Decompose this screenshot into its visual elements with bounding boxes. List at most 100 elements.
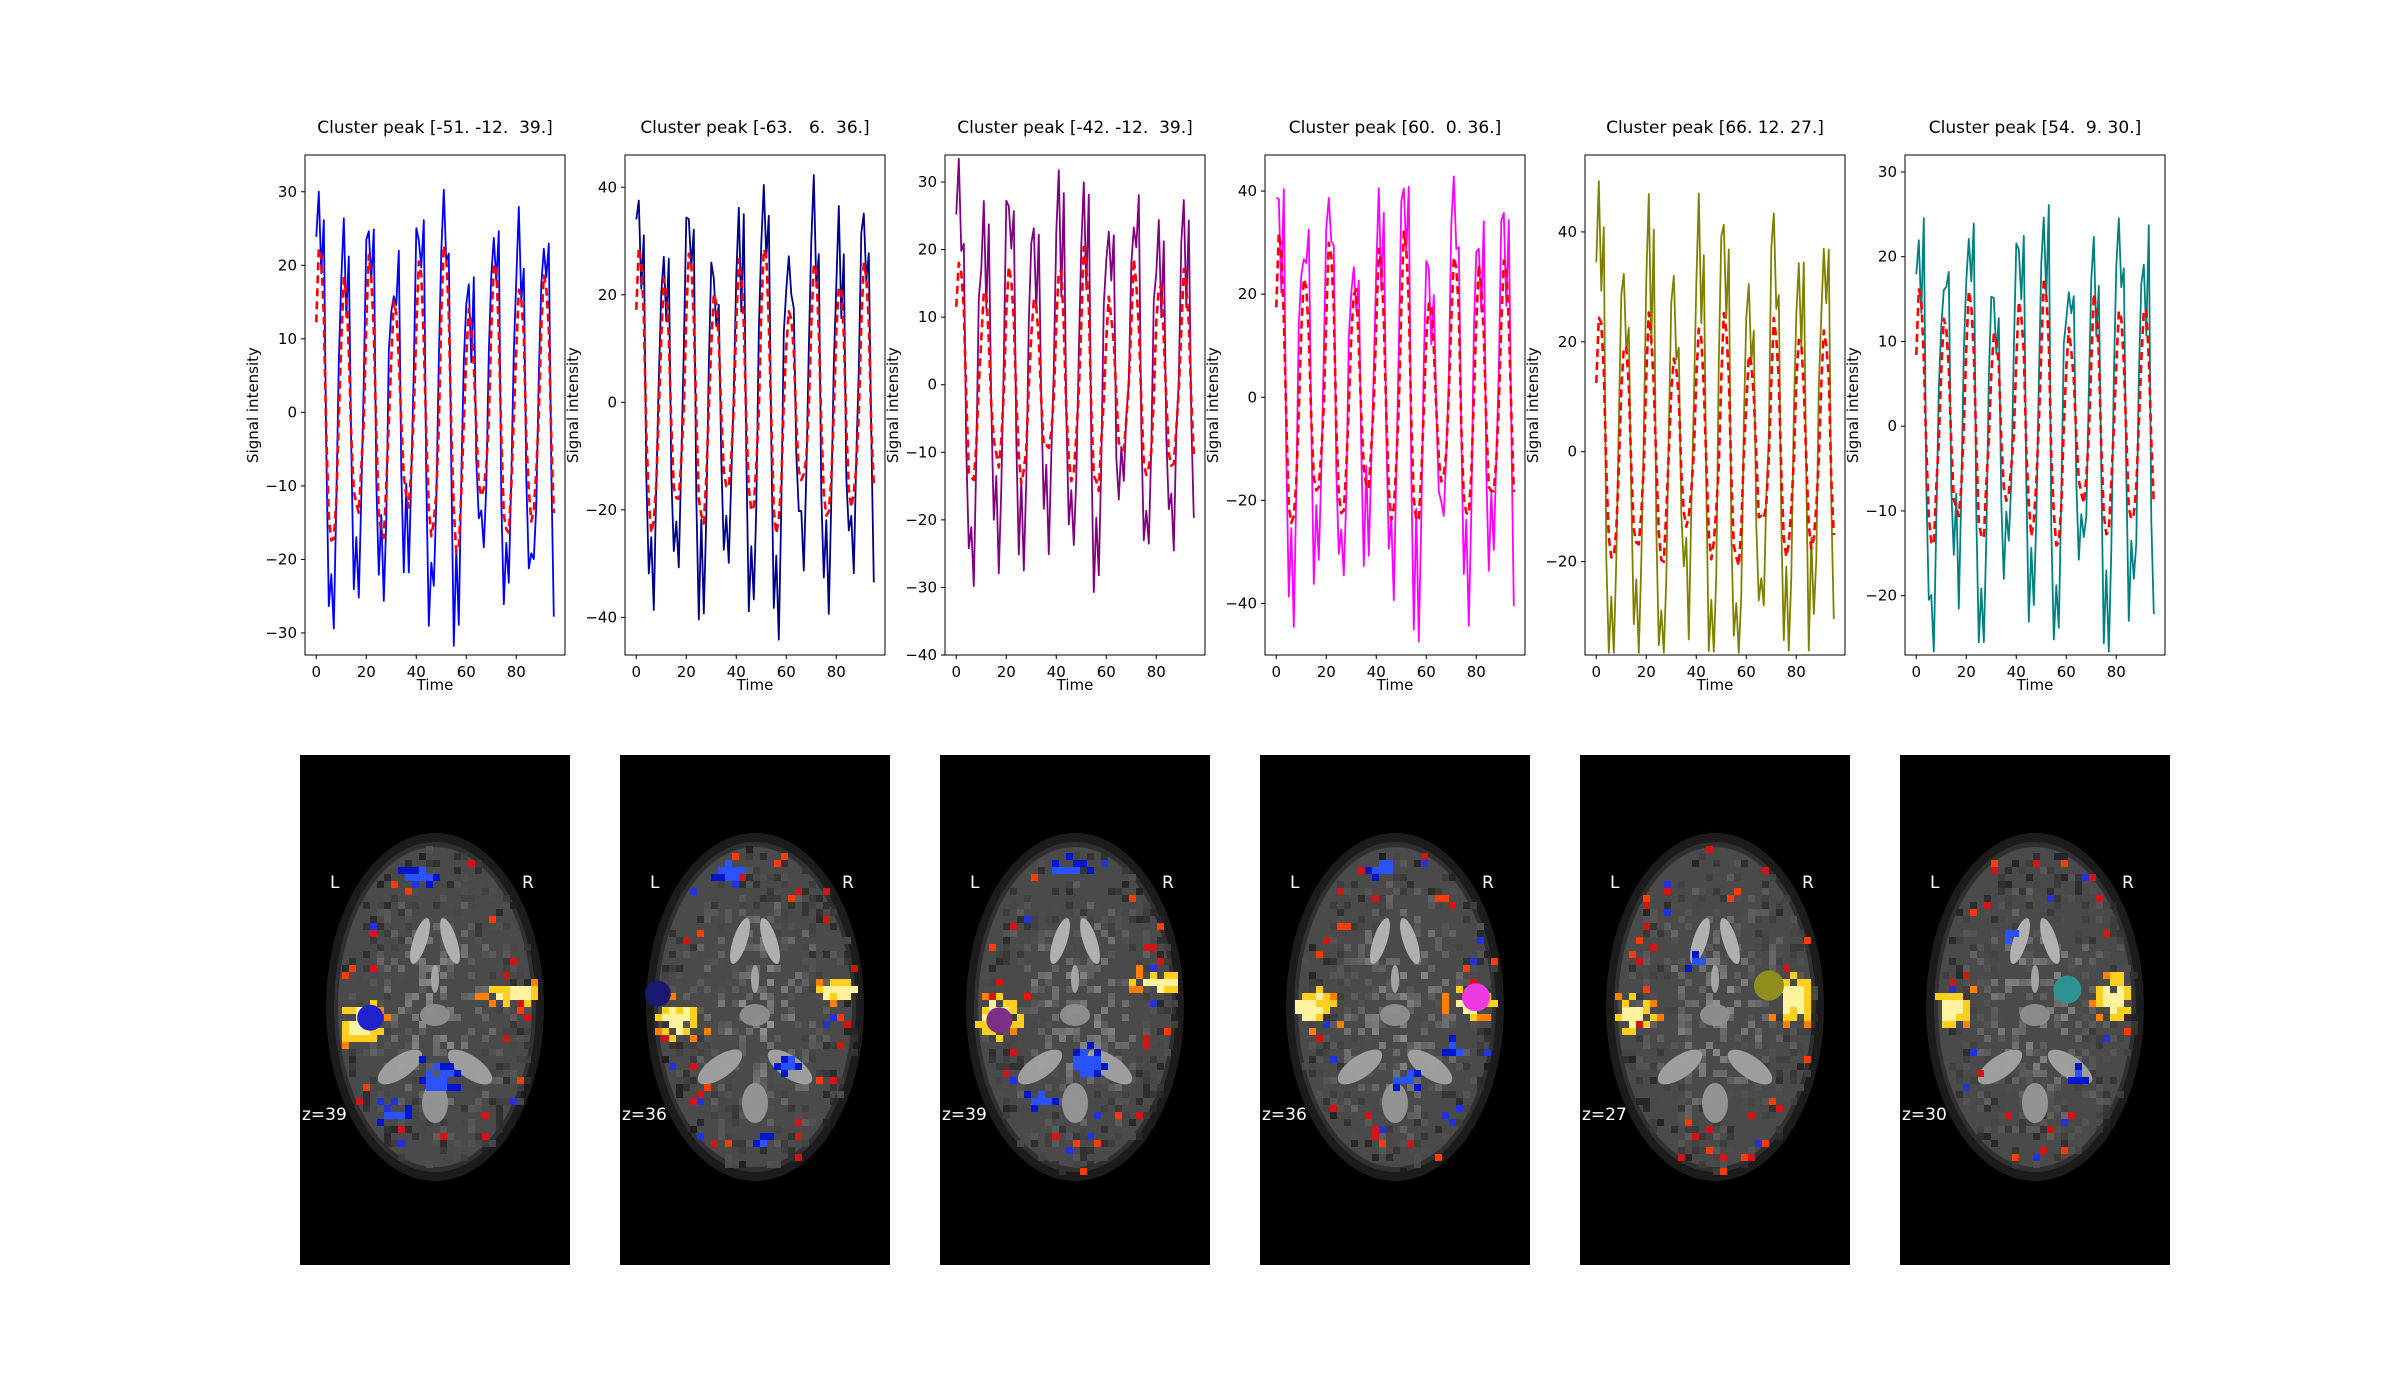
svg-text:−10: −10: [905, 443, 937, 461]
svg-text:10: 10: [918, 308, 937, 326]
right-hemisphere-label: R: [842, 873, 854, 893]
brain-slice-panel: L R z=36: [1260, 755, 1530, 1265]
svg-text:−10: −10: [1865, 502, 1897, 520]
right-hemisphere-label: R: [1802, 873, 1814, 893]
left-hemisphere-label: L: [1930, 873, 1940, 893]
svg-text:20: 20: [918, 241, 937, 259]
svg-text:40: 40: [1558, 223, 1577, 241]
svg-text:20: 20: [997, 663, 1016, 681]
svg-text:60: 60: [2057, 663, 2076, 681]
x-axis-label: Time: [1696, 676, 1734, 694]
svg-text:−30: −30: [905, 578, 937, 596]
svg-text:40: 40: [1687, 663, 1706, 681]
timeseries-chart: 40 20 0 −20 −40 0 20 40 60 80: [585, 154, 886, 681]
svg-text:20: 20: [1558, 333, 1577, 351]
svg-text:40: 40: [727, 663, 746, 681]
svg-text:10: 10: [1878, 332, 1897, 350]
svg-text:80: 80: [1467, 663, 1486, 681]
right-hemisphere-label: R: [522, 873, 534, 893]
svg-text:0: 0: [631, 663, 641, 681]
svg-text:−20: −20: [585, 501, 617, 519]
svg-text:20: 20: [1317, 663, 1336, 681]
brain-slice-panel: L R z=39: [300, 755, 570, 1265]
brain-slice-panel: L R z=27: [1580, 755, 1850, 1265]
svg-text:30: 30: [918, 173, 937, 191]
svg-text:20: 20: [357, 663, 376, 681]
slice-z-coordinate: z=36: [622, 1105, 667, 1125]
svg-text:40: 40: [1367, 663, 1386, 681]
right-hemisphere-label: R: [1482, 873, 1494, 893]
svg-text:0: 0: [1567, 443, 1577, 461]
timeseries-chart: 30 20 10 0 −10 −20 0 20 40 60 80: [1865, 154, 2166, 681]
brain-slice-image: [300, 755, 570, 1265]
svg-text:−40: −40: [585, 608, 617, 626]
slice-z-coordinate: z=27: [1582, 1105, 1627, 1125]
svg-text:30: 30: [1878, 163, 1897, 181]
cluster-peak-marker: [357, 1004, 384, 1031]
svg-text:40: 40: [407, 663, 426, 681]
svg-text:40: 40: [1047, 663, 1066, 681]
svg-text:80: 80: [1147, 663, 1166, 681]
brain-slice-panel: L R z=39: [940, 755, 1210, 1265]
svg-text:20: 20: [1957, 663, 1976, 681]
svg-text:20: 20: [677, 663, 696, 681]
chart-title: Cluster peak [-63. 6. 36.]: [640, 118, 870, 138]
timeseries-chart: 30 20 10 0 −10 −20 −30 0 20 40 60 80: [265, 154, 566, 681]
chart-title: Cluster peak [66. 12. 27.]: [1606, 118, 1824, 138]
left-hemisphere-label: L: [1610, 873, 1620, 893]
svg-text:40: 40: [598, 178, 617, 196]
svg-text:60: 60: [1417, 663, 1436, 681]
svg-text:0: 0: [287, 403, 297, 421]
x-axis-label: Time: [1376, 676, 1414, 694]
chart-title: Cluster peak [-51. -12. 39.]: [317, 118, 553, 138]
left-hemisphere-label: L: [970, 873, 980, 893]
svg-text:−20: −20: [905, 511, 937, 529]
svg-text:60: 60: [457, 663, 476, 681]
cluster-peak-marker: [644, 980, 671, 1007]
svg-text:0: 0: [1271, 663, 1281, 681]
svg-text:60: 60: [1737, 663, 1756, 681]
svg-text:20: 20: [598, 286, 617, 304]
svg-text:60: 60: [1097, 663, 1116, 681]
svg-text:80: 80: [1787, 663, 1806, 681]
left-hemisphere-label: L: [650, 873, 660, 893]
svg-text:20: 20: [1238, 285, 1257, 303]
svg-text:0: 0: [927, 376, 937, 394]
x-axis-label: Time: [416, 676, 454, 694]
svg-text:−20: −20: [1225, 491, 1257, 509]
timeseries-chart: 40 20 0 −20 −40 0 20 40 60 80: [1225, 154, 1526, 681]
right-hemisphere-label: R: [1162, 873, 1174, 893]
svg-text:30: 30: [278, 183, 297, 201]
right-hemisphere-label: R: [2122, 873, 2134, 893]
left-hemisphere-label: L: [330, 873, 340, 893]
svg-text:80: 80: [827, 663, 846, 681]
svg-text:−10: −10: [265, 477, 297, 495]
chart-title: Cluster peak [-42. -12. 39.]: [957, 118, 1193, 138]
brain-slice-image: [1260, 755, 1530, 1265]
svg-text:40: 40: [2007, 663, 2026, 681]
brain-slice-panel: L R z=36: [620, 755, 890, 1265]
cluster-peak-marker: [1754, 970, 1784, 1001]
svg-text:−30: −30: [265, 624, 297, 642]
svg-text:20: 20: [278, 256, 297, 274]
svg-text:80: 80: [2107, 663, 2126, 681]
svg-text:0: 0: [607, 393, 617, 411]
svg-text:−40: −40: [1225, 594, 1257, 612]
brain-slice-image: [1580, 755, 1850, 1265]
svg-text:0: 0: [1911, 663, 1921, 681]
cluster-peak-marker: [1462, 983, 1490, 1012]
svg-text:−20: −20: [1865, 587, 1897, 605]
chart-title: Cluster peak [60. 0. 36.]: [1288, 118, 1502, 138]
svg-text:0: 0: [1247, 388, 1257, 406]
brain-slice-image: [940, 755, 1210, 1265]
svg-text:0: 0: [1591, 663, 1601, 681]
timeseries-chart: 40 20 0 −20 0 20 40 60 80: [1545, 154, 1846, 681]
svg-text:0: 0: [951, 663, 961, 681]
svg-text:0: 0: [1887, 417, 1897, 435]
x-axis-label: Time: [1056, 676, 1094, 694]
brain-slice-panel: L R z=30: [1900, 755, 2170, 1265]
svg-text:80: 80: [507, 663, 526, 681]
svg-text:40: 40: [1238, 182, 1257, 200]
svg-text:−40: −40: [905, 646, 937, 664]
svg-text:0: 0: [311, 663, 321, 681]
